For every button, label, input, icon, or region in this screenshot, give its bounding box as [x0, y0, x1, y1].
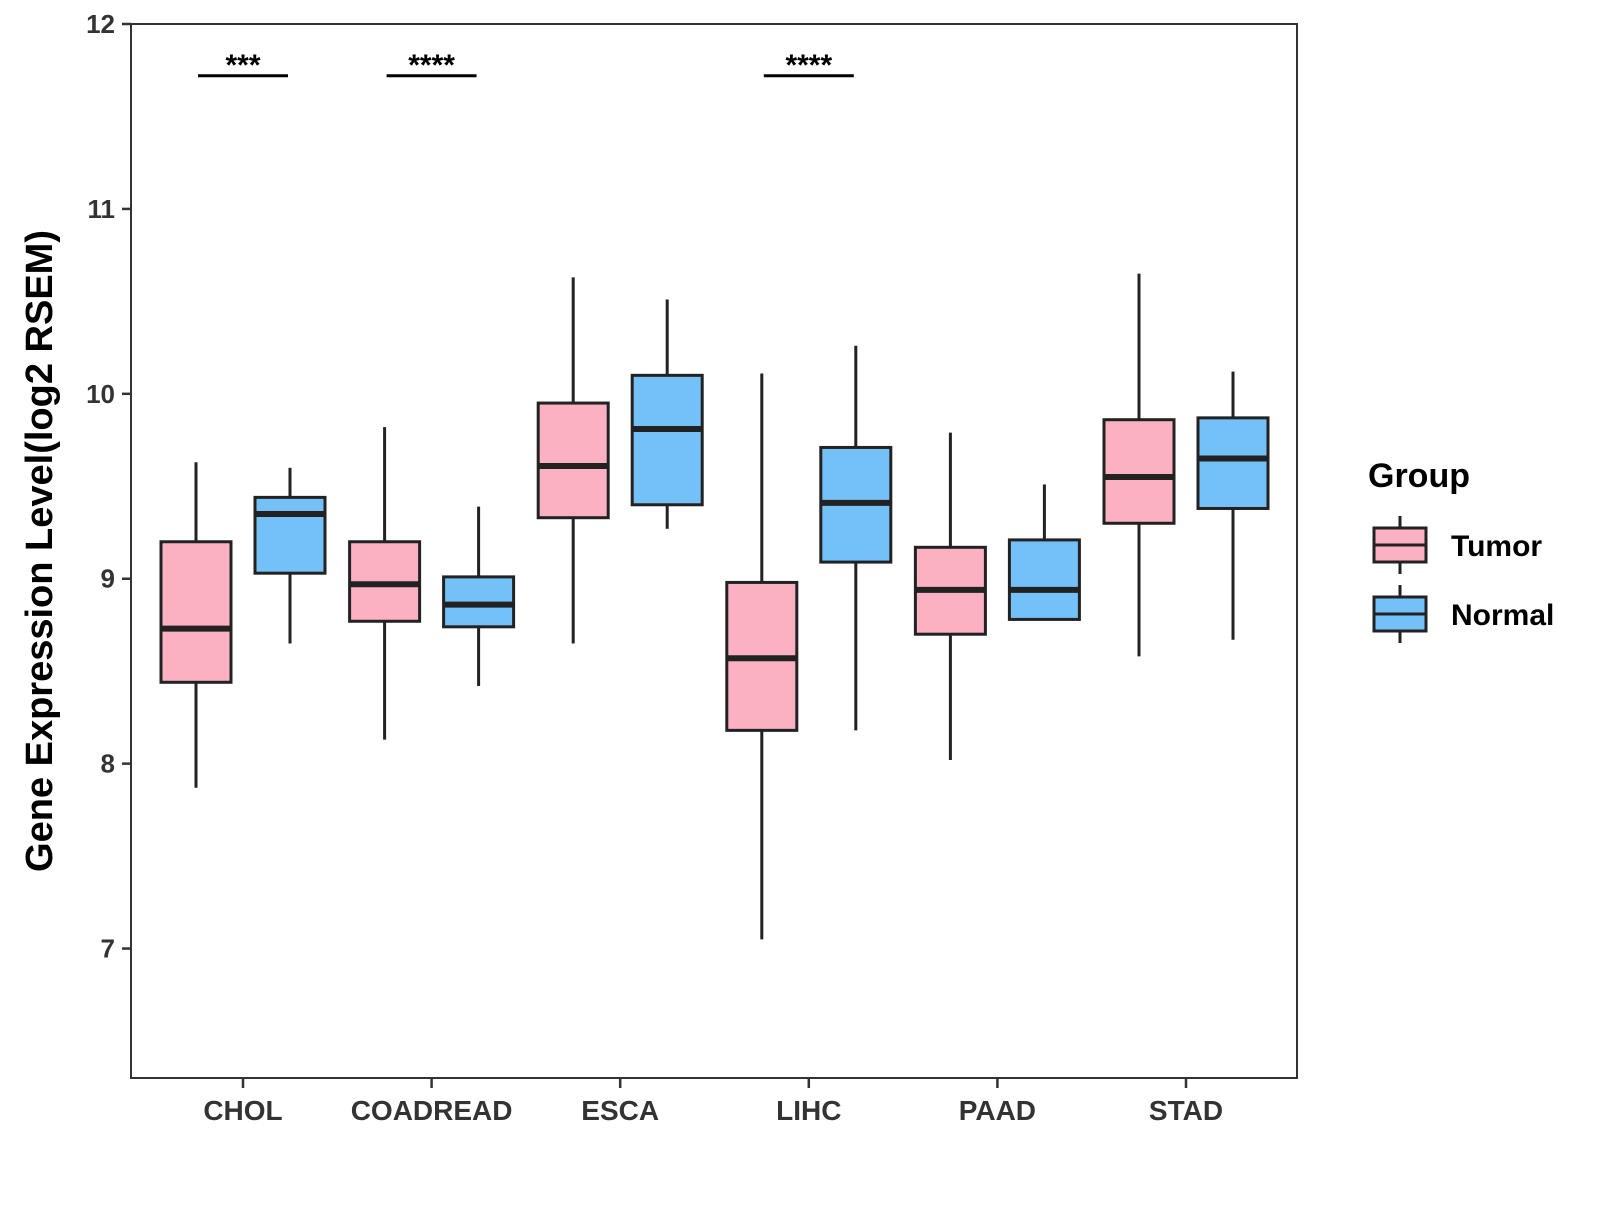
x-tick-label: PAAD	[959, 1095, 1036, 1126]
box-tumor-stad	[1102, 273, 1176, 657]
plot-panel-border	[130, 23, 1298, 1079]
box-body	[1102, 418, 1176, 525]
legend-label: Normal	[1451, 599, 1554, 632]
y-tick-label: 11	[88, 194, 116, 224]
y-tick-label: 10	[86, 379, 115, 409]
x-tick-label: STAD	[1149, 1095, 1223, 1126]
x-tick-label: COADREAD	[351, 1095, 513, 1126]
box-normal-coadread	[442, 506, 516, 686]
significance-label: ****	[408, 49, 455, 82]
box-tumor-esca	[536, 277, 610, 644]
y-axis-title: Gene Expression Level(log2 RSEM)	[19, 230, 61, 872]
box-normal-paad	[1007, 484, 1081, 621]
legend-entry-tumor: Tumor	[1372, 516, 1542, 574]
box-tumor-lihc	[725, 373, 799, 940]
box-normal-lihc	[819, 345, 893, 731]
y-tick-label: 12	[86, 9, 115, 39]
significance-label: ***	[225, 49, 260, 82]
box-body	[536, 401, 610, 520]
box-normal-stad	[1196, 371, 1270, 640]
y-tick-label: 9	[101, 564, 115, 594]
box-body	[253, 495, 327, 575]
legend: Tumor Normal	[1372, 516, 1554, 643]
y-tick-label: 7	[101, 934, 115, 964]
significance-label: ****	[785, 49, 832, 82]
box-normal-esca	[630, 299, 704, 529]
x-tick-label: LIHC	[776, 1095, 841, 1126]
legend-title: Group	[1368, 457, 1470, 495]
box-normal-chol	[253, 467, 327, 644]
box-body	[1007, 538, 1081, 621]
box-tumor-paad	[913, 432, 987, 760]
box-body	[1196, 416, 1270, 510]
y-tick-label: 8	[101, 749, 115, 779]
legend-label: Tumor	[1451, 530, 1542, 563]
x-tick-label: ESCA	[581, 1095, 659, 1126]
box-body	[630, 373, 704, 507]
x-tick-label: CHOL	[203, 1095, 282, 1126]
plot-layer: 7 8 9 10 11 12 CHOL COADREAD ESCA LIHC PAAD STAD ***…	[86, 9, 1298, 1126]
box-body	[159, 540, 233, 684]
legend-entry-normal: Normal	[1372, 585, 1554, 643]
box-tumor-coadread	[348, 427, 422, 740]
box-tumor-chol	[159, 462, 233, 788]
